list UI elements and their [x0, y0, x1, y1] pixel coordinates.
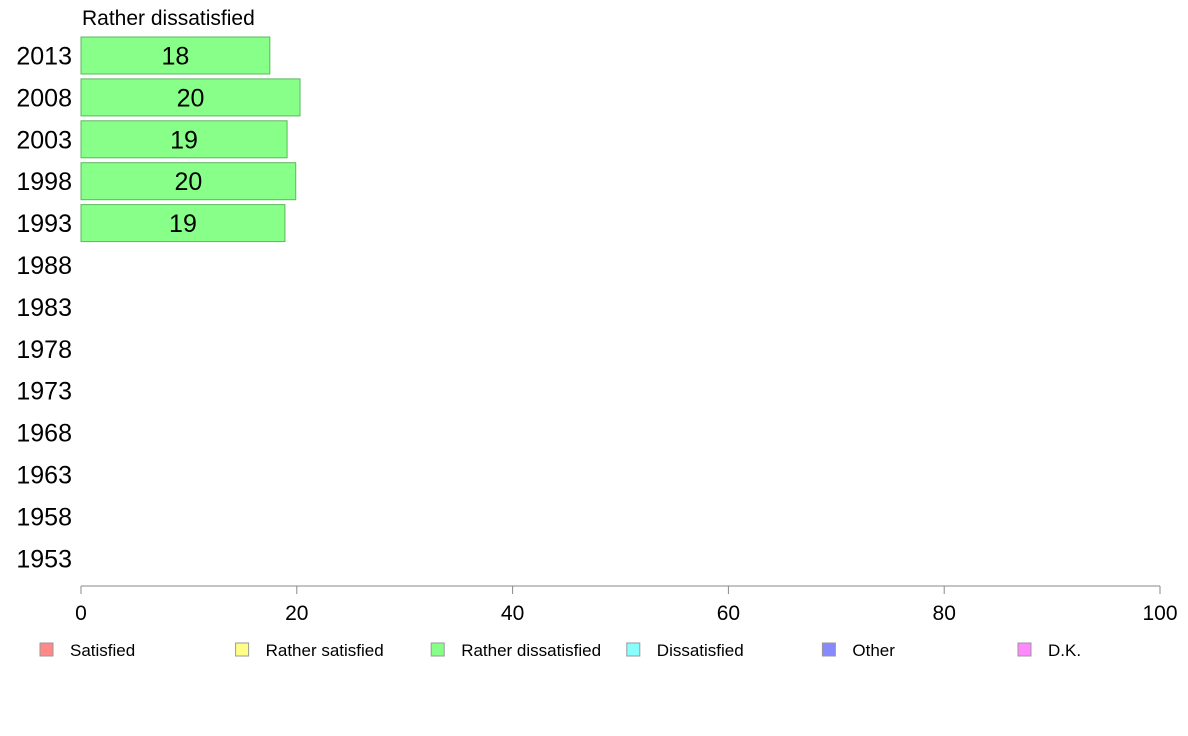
legend-swatch-other	[821, 642, 836, 657]
legend-label-satisfied: Satisfied	[70, 641, 135, 660]
year-label-2013: 2013	[16, 43, 72, 71]
year-label-1953: 1953	[16, 545, 72, 573]
x-tick-label-80: 80	[933, 602, 956, 625]
bar-value-label-2013: 18	[162, 43, 190, 71]
bar-value-label-2008: 20	[177, 84, 205, 112]
legend-swatch-satisfied	[39, 642, 54, 657]
year-label-1978: 1978	[16, 336, 72, 364]
year-label-1963: 1963	[16, 462, 72, 490]
bar-2003	[80, 120, 288, 159]
legend-label-d-k: D.K.	[1048, 641, 1081, 660]
legend-swatch-rather-satisfied	[235, 642, 250, 657]
panel-title: Rather dissatisfied	[82, 7, 255, 30]
year-label-2008: 2008	[16, 84, 72, 112]
legend-swatch-rather-dissatisfied	[430, 642, 445, 657]
x-tick-label-40: 40	[501, 602, 524, 625]
x-tick-label-100: 100	[1142, 602, 1177, 625]
legend-label-rather-dissatisfied: Rather dissatisfied	[461, 641, 601, 660]
bar-2013	[80, 36, 271, 75]
year-label-1958: 1958	[16, 503, 72, 531]
bar-value-label-2003: 19	[170, 126, 198, 154]
year-label-1973: 1973	[16, 378, 72, 406]
year-label-1983: 1983	[16, 294, 72, 322]
x-axis: 0 20 40 60 80 100	[75, 585, 1178, 625]
bar-1998	[80, 162, 297, 201]
legend-label-dissatisfied: Dissatisfied	[657, 641, 744, 660]
year-labels: 2013 2008 2003 1998 1993 1988 1983 1978 1973 1968…	[16, 43, 72, 574]
legend-label-other: Other	[852, 641, 895, 660]
year-label-1968: 1968	[16, 420, 72, 448]
year-label-1988: 1988	[16, 252, 72, 280]
legend-swatch-d-k	[1017, 642, 1032, 657]
x-tick-label-0: 0	[75, 602, 87, 625]
year-label-1998: 1998	[16, 168, 72, 196]
bar-2008	[80, 78, 301, 117]
bar-value-label-1993: 19	[169, 210, 197, 238]
bar-1993	[80, 204, 286, 243]
bars: 18 20 19 20 19	[80, 36, 301, 243]
legend-swatch-dissatisfied	[626, 642, 641, 657]
bar-value-label-1998: 20	[174, 168, 202, 196]
year-label-2003: 2003	[16, 126, 72, 154]
x-tick-label-20: 20	[285, 602, 308, 625]
x-tick-label-60: 60	[717, 602, 740, 625]
legend-label-rather-satisfied: Rather satisfied	[266, 641, 384, 660]
legend: Satisfied Rather satisfied Rather dissatis…	[39, 641, 1081, 660]
year-label-1993: 1993	[16, 210, 72, 238]
